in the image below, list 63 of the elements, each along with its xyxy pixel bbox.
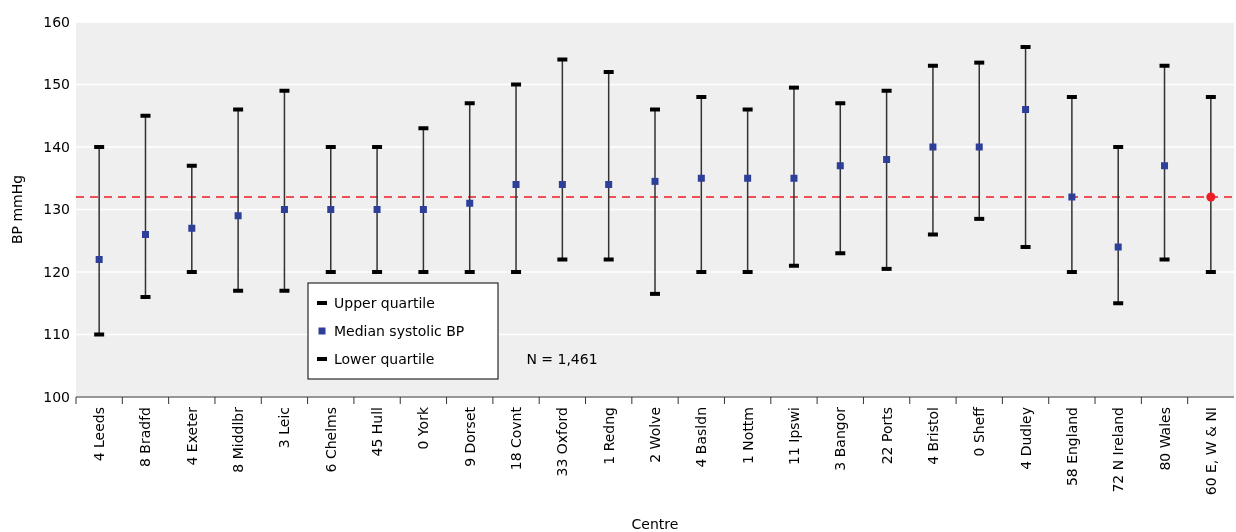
x-tick-label: 9 Dorset [461,406,478,467]
legend-label: Upper quartile [334,294,435,311]
point [95,256,103,263]
x-tick-label: 3 Leic [276,407,293,449]
x-tick-label: 1 Redng [600,407,617,465]
point [883,156,891,163]
x-tick-label: 8 Middlbr [230,406,247,473]
point [234,212,242,220]
point [558,181,566,188]
y-axis-title: BP mmHg [9,174,25,245]
point [929,143,937,151]
x-tick-label: 3 Bangor [832,406,849,471]
x-tick-label: 80 Wales [1156,407,1173,471]
point [1114,243,1122,251]
x-tick-label: 11 Ipswi [785,407,802,465]
x-tick-label: 4 Exeter [183,406,200,466]
y-tick-label: 110 [43,326,70,343]
x-axis-title: Centre [631,516,679,532]
x-tick-label: 0 Sheff [971,406,988,457]
point [790,174,798,182]
point [1068,193,1076,201]
legend-label: Lower quartile [334,350,435,367]
point [141,231,149,238]
x-tick-label: 2 Wolve [647,407,663,463]
x-tick-label: 60 E, W & NI [1202,407,1219,496]
y-tick-label: 140 [43,138,70,155]
x-tick-label: 22 Ports [878,407,895,465]
x-tick-label: 58 England [1063,407,1080,487]
x-tick-label: 4 Basldn [693,407,710,468]
point [373,206,381,213]
x-tick-label: 4 Leeds [91,407,108,462]
x-tick-label: 4 Dudley [1017,407,1034,470]
point [975,143,983,151]
point [1206,192,1216,202]
point [1161,162,1169,170]
x-tick-label: 33 Oxford [554,407,571,477]
y-tick-label: 100 [43,388,70,405]
point [188,224,196,232]
point [651,177,659,185]
y-tick-label: 120 [43,263,70,280]
point [419,206,427,213]
x-tick-label: 8 Bradfd [137,407,154,467]
point [1022,106,1030,113]
x-tick-label: 4 Bristol [924,407,941,465]
x-tick-label: 0 York [415,406,432,450]
y-tick-label: 130 [43,201,70,218]
point [327,206,335,213]
x-tick-label: 18 Covnt [508,406,525,471]
point [697,174,705,182]
point [466,199,474,207]
y-tick-label: 160 [43,13,70,30]
point [512,181,520,188]
x-tick-label: 45 Hull [369,407,386,457]
annotation: N = 1,461 [526,350,598,367]
point [836,162,844,170]
legend-label: Median systolic BP [334,322,465,339]
x-tick-label: 1 Nottm [739,407,756,465]
point [280,206,288,213]
y-tick-label: 150 [43,76,70,93]
point [605,181,613,188]
x-tick-label: 6 Chelms [322,407,339,473]
point [744,174,752,182]
x-tick-label: 72 N Ireland [1110,407,1127,493]
